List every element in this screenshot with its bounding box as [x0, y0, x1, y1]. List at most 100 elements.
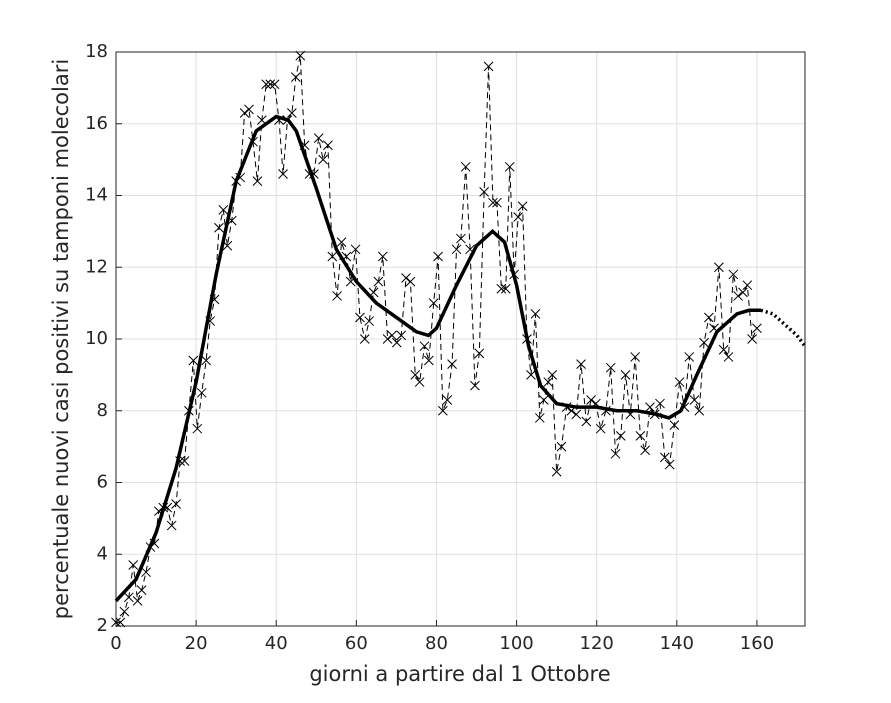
data-marker: [694, 405, 705, 416]
data-marker: [630, 352, 641, 362]
data-marker: [664, 459, 675, 470]
x-tick-label: 40: [265, 633, 288, 654]
data-marker: [287, 108, 297, 118]
data-marker: [500, 283, 511, 294]
data-marker: [547, 370, 558, 380]
data-marker: [278, 169, 288, 179]
data-marker: [387, 330, 397, 341]
data-marker: [576, 359, 586, 369]
x-tick-label: 60: [345, 633, 368, 654]
data-marker: [295, 50, 306, 61]
data-marker: [610, 448, 621, 459]
data-marker: [640, 445, 651, 456]
data-marker: [456, 233, 466, 244]
x-tick-label: 160: [740, 633, 774, 654]
data-marker: [359, 334, 370, 344]
data-marker: [261, 79, 272, 90]
data-marker: [571, 409, 582, 420]
data-marker: [291, 72, 301, 82]
data-marker: [336, 237, 347, 247]
data-marker: [581, 416, 592, 427]
data-marker: [428, 298, 439, 308]
data-marker: [689, 395, 700, 405]
data-marker: [115, 617, 126, 628]
data-marker: [438, 405, 448, 416]
y-tick-label: 14: [85, 185, 108, 206]
data-marker: [123, 592, 134, 603]
data-marker: [488, 197, 498, 208]
x-tick-label: 120: [580, 633, 614, 654]
data-marker: [214, 222, 224, 233]
data-marker: [239, 108, 250, 118]
data-marker: [543, 377, 554, 387]
data-marker: [141, 567, 151, 578]
data-marker: [252, 176, 263, 187]
data-marker: [111, 617, 121, 628]
x-tick-label: 80: [425, 633, 448, 654]
data-marker: [382, 334, 393, 344]
data-marker: [704, 312, 714, 323]
data-marker: [733, 291, 743, 301]
data-marker: [391, 337, 402, 348]
data-marker: [659, 452, 670, 463]
x-axis-label: giorni a partire dal 1 Ottobre: [309, 662, 610, 686]
data-marker: [513, 212, 524, 222]
data-marker: [132, 596, 143, 606]
data-marker: [556, 441, 567, 452]
data-marker: [424, 355, 434, 366]
y-axis-label: percentuale nuovi casi positivi su tampo…: [49, 59, 73, 619]
data-marker: [136, 585, 147, 595]
data-marker: [332, 291, 342, 301]
data-marker: [605, 362, 616, 373]
data-marker: [396, 330, 407, 341]
data-marker: [504, 161, 515, 172]
data-marker: [496, 283, 507, 294]
data-marker: [742, 280, 753, 291]
data-marker: [451, 244, 462, 255]
y-tick-label: 18: [85, 41, 108, 62]
data-marker: [128, 560, 139, 570]
data-marker: [405, 276, 416, 287]
data-marker: [586, 395, 596, 405]
data-marker: [635, 431, 646, 441]
data-marker: [373, 276, 384, 287]
y-tick-label: 6: [97, 472, 108, 493]
data-marker: [244, 104, 254, 115]
data-marker: [442, 395, 453, 405]
data-marker: [313, 133, 324, 143]
series-line: [116, 55, 758, 623]
data-marker: [595, 423, 606, 434]
data-marker: [684, 352, 695, 362]
data-marker: [718, 344, 729, 355]
data-marker: [460, 161, 471, 172]
data-marker: [492, 197, 502, 208]
x-tick-label: 0: [110, 633, 121, 654]
data-marker: [401, 273, 411, 283]
data-marker: [269, 79, 280, 90]
data-marker: [447, 359, 457, 369]
data-marker: [364, 316, 375, 326]
data-marker: [655, 398, 665, 409]
data-marker: [377, 251, 388, 262]
data-marker: [699, 337, 709, 348]
data-marker: [752, 323, 762, 334]
data-marker: [470, 380, 480, 391]
data-marker: [188, 355, 199, 366]
y-tick-label: 10: [85, 328, 108, 349]
data-marker: [674, 377, 685, 387]
data-marker: [526, 370, 536, 380]
data-marker: [355, 312, 365, 323]
data-marker: [538, 395, 549, 405]
data-marker: [179, 456, 190, 466]
data-marker: [728, 269, 739, 280]
data-marker: [218, 204, 229, 215]
data-marker: [620, 370, 631, 380]
data-marker: [534, 413, 545, 423]
data-marker: [166, 520, 177, 531]
data-marker: [201, 355, 211, 366]
x-tick-label: 100: [499, 633, 533, 654]
data-marker: [714, 262, 724, 273]
data-marker: [517, 201, 528, 212]
data-marker: [645, 402, 655, 413]
